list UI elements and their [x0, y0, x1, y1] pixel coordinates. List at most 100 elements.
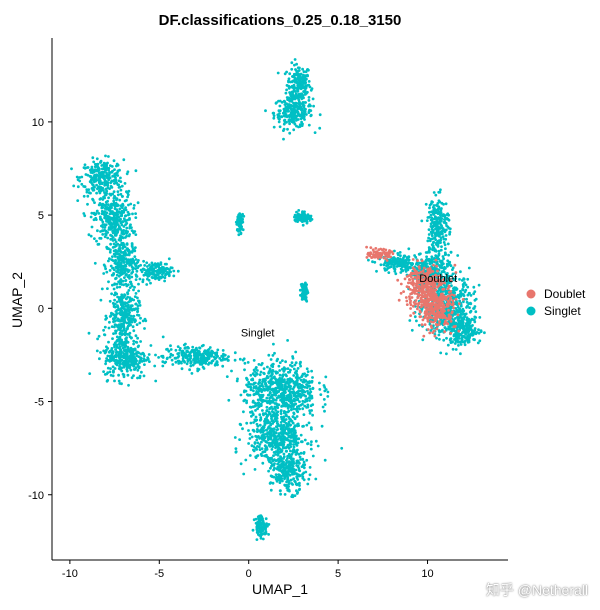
singlet-point	[120, 358, 124, 362]
singlet-point	[307, 99, 311, 102]
singlet-point	[113, 341, 117, 345]
singlet-point	[159, 261, 163, 265]
singlet-point	[117, 238, 121, 242]
singlet-point	[301, 407, 305, 411]
singlet-point	[105, 348, 108, 352]
singlet-point	[292, 110, 296, 113]
singlet-point	[301, 86, 305, 90]
singlet-point	[114, 248, 118, 252]
singlet-point	[307, 104, 310, 108]
singlet-point	[101, 202, 105, 206]
singlet-point	[113, 319, 117, 323]
singlet-point	[153, 274, 157, 278]
singlet-point	[117, 308, 121, 311]
singlet-point	[146, 265, 149, 268]
singlet-point	[138, 321, 142, 325]
singlet-point	[125, 336, 128, 340]
singlet-point	[196, 351, 200, 354]
singlet-point	[104, 216, 107, 220]
singlet-point	[258, 384, 262, 388]
singlet-point	[134, 360, 137, 364]
singlet-point	[259, 388, 263, 392]
singlet-point	[126, 292, 130, 296]
singlet-point	[467, 291, 471, 295]
singlet-point	[138, 277, 142, 281]
singlet-point	[95, 173, 99, 177]
singlet-point	[195, 348, 199, 352]
singlet-point	[230, 369, 233, 373]
singlet-point	[449, 250, 453, 254]
singlet-point	[94, 169, 98, 173]
singlet-point	[297, 69, 301, 72]
singlet-point	[111, 337, 114, 340]
singlet-point	[122, 225, 126, 228]
singlet-point	[122, 363, 126, 366]
singlet-point	[254, 366, 258, 369]
singlet-point	[287, 404, 291, 408]
singlet-point	[308, 394, 312, 397]
singlet-point	[104, 318, 107, 321]
singlet-point	[265, 409, 269, 412]
singlet-point	[283, 385, 287, 389]
singlet-point	[120, 231, 124, 235]
singlet-point	[76, 185, 80, 189]
singlet-point	[93, 201, 96, 205]
singlet-point	[168, 268, 171, 271]
singlet-point	[91, 156, 95, 160]
singlet-point	[286, 410, 290, 414]
singlet-point	[113, 216, 116, 220]
singlet-point	[439, 351, 443, 355]
singlet-point	[100, 212, 104, 216]
singlet-point	[127, 313, 131, 317]
singlet-point	[126, 218, 129, 222]
singlet-point	[310, 409, 313, 412]
singlet-point	[307, 396, 311, 400]
singlet-point	[97, 212, 101, 215]
singlet-point	[285, 437, 289, 441]
singlet-point	[114, 201, 118, 205]
singlet-point	[169, 348, 173, 351]
singlet-point	[123, 182, 127, 185]
singlet-point	[272, 427, 276, 431]
singlet-point	[126, 262, 129, 265]
singlet-point	[187, 346, 190, 350]
singlet-point	[451, 268, 454, 271]
singlet-point	[112, 332, 115, 335]
singlet-point	[243, 368, 246, 372]
singlet-point	[293, 58, 297, 61]
chart-title: DF.classifications_0.25_0.18_3150	[159, 12, 402, 29]
singlet-point	[461, 288, 465, 292]
singlet-point	[273, 462, 276, 465]
singlet-point	[292, 72, 296, 76]
singlet-point	[256, 369, 259, 372]
singlet-point	[278, 104, 282, 108]
singlet-point	[108, 250, 112, 254]
singlet-point	[266, 413, 269, 417]
singlet-point	[268, 396, 271, 400]
singlet-point	[271, 369, 275, 373]
singlet-point	[466, 285, 470, 289]
singlet-point	[446, 242, 450, 246]
singlet-point	[326, 390, 330, 394]
singlet-point	[134, 302, 138, 306]
singlet-point	[135, 323, 139, 326]
singlet-point	[118, 340, 121, 344]
singlet-point	[98, 357, 101, 361]
singlet-point	[275, 411, 278, 415]
singlet-point	[210, 351, 214, 355]
singlet-point	[284, 360, 287, 364]
singlet-point	[285, 445, 289, 449]
singlet-point	[114, 244, 118, 247]
singlet-point	[287, 77, 291, 81]
singlet-point	[116, 231, 119, 234]
singlet-point	[120, 319, 123, 323]
singlet-point	[467, 266, 471, 270]
singlet-point	[316, 444, 320, 448]
singlet-point	[145, 261, 149, 265]
singlet-point	[300, 96, 304, 100]
singlet-point	[302, 116, 306, 120]
singlet-point	[244, 458, 248, 462]
singlet-point	[99, 230, 102, 233]
singlet-point	[192, 358, 195, 362]
singlet-point	[284, 109, 288, 112]
